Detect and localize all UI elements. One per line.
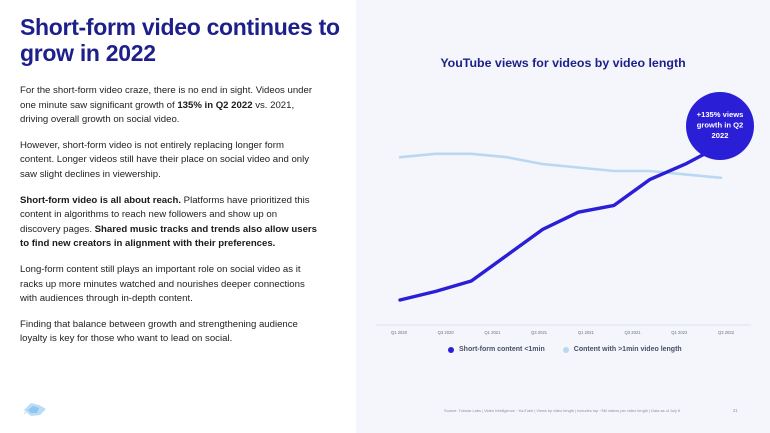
line-chart: Q1 2020 Q3 2020 Q1 2021 Q3 2021 Q1 2021 Q3 20… [376,92,754,335]
body-text-run: Platforms have prioritized this content … [20,194,310,235]
legend-dot-long-form [562,346,569,353]
body-text-run: However, short-form video is not entirel… [20,139,310,180]
chart-title: YouTube views for videos by video length [440,56,686,70]
body-text-run: Long-form content still plays an importa… [20,263,305,305]
x-tick-label: Q1 2021 [578,330,595,335]
legend-dot-short-form [448,346,454,353]
body-text-bold-run: Short-form video is all about reach. [20,194,181,206]
body-text-bold-run: Shared music tracks and trends also allo… [20,223,317,250]
source-note: Source: Tubular Labs | Video Intelligenc… [444,408,681,413]
x-tick-label: Q1 2020 [391,330,408,335]
callout-badge: +135% views growth in Q2 2022 [686,92,754,160]
brand-logo-icon [24,403,46,416]
x-tick-label: Q3 2020 [438,330,455,335]
legend-item-short-form: Short-form content <1min [448,346,545,353]
x-tick-label: Q1 2022 [671,330,688,335]
legend-item-long-form: Content with >1min video length [562,346,682,353]
callout-circle [686,92,754,160]
x-axis-ticks: Q1 2020 Q3 2020 Q1 2021 Q3 2021 Q1 2021 Q3 20… [391,330,735,335]
x-tick-label: Q3 2021 [625,330,642,335]
body-paragraph: Finding that balance between growth and … [20,318,320,347]
body-paragraph: Long-form content still plays an importa… [20,263,320,307]
body-text-bold-run: 135% in Q2 2022 [177,99,253,111]
x-tick-label: Q1 2021 [484,330,501,335]
chart-panel [356,0,770,433]
body-text-run: Finding that balance between growth and … [20,318,298,345]
body-text: For the short-form video craze, there is… [20,84,320,358]
x-tick-label: Q3 2022 [718,330,735,335]
slide-headline: Short-form video continues to grow in 20… [20,14,340,66]
legend-label-long-form: Content with >1min video length [573,346,682,353]
body-text-run: For the short-form video craze, there is… [20,85,313,111]
series-line-long-form [398,152,723,180]
left-panel: Short-form video continues to grow in 20… [0,0,356,433]
body-paragraph: However, short-form video is not entirel… [20,139,320,183]
callout-line-2: growth in Q2 [697,121,743,130]
series-line-short-form [398,143,723,302]
x-tick-label: Q3 2021 [531,330,548,335]
chart-legend: Short-form content <1min Content with >1… [448,346,682,353]
page-number: 21 [733,408,738,413]
legend-label-short-form: Short-form content <1min [459,346,545,353]
body-text-run: vs. 2021, driving overall growth on soci… [20,99,295,126]
body-paragraph: For the short-form video craze, there is… [20,84,320,128]
body-paragraph: Short-form video is all about reach. Pla… [20,194,320,252]
callout-line-1: +135% views [697,110,744,119]
callout-line-3: 2022 [712,131,729,140]
